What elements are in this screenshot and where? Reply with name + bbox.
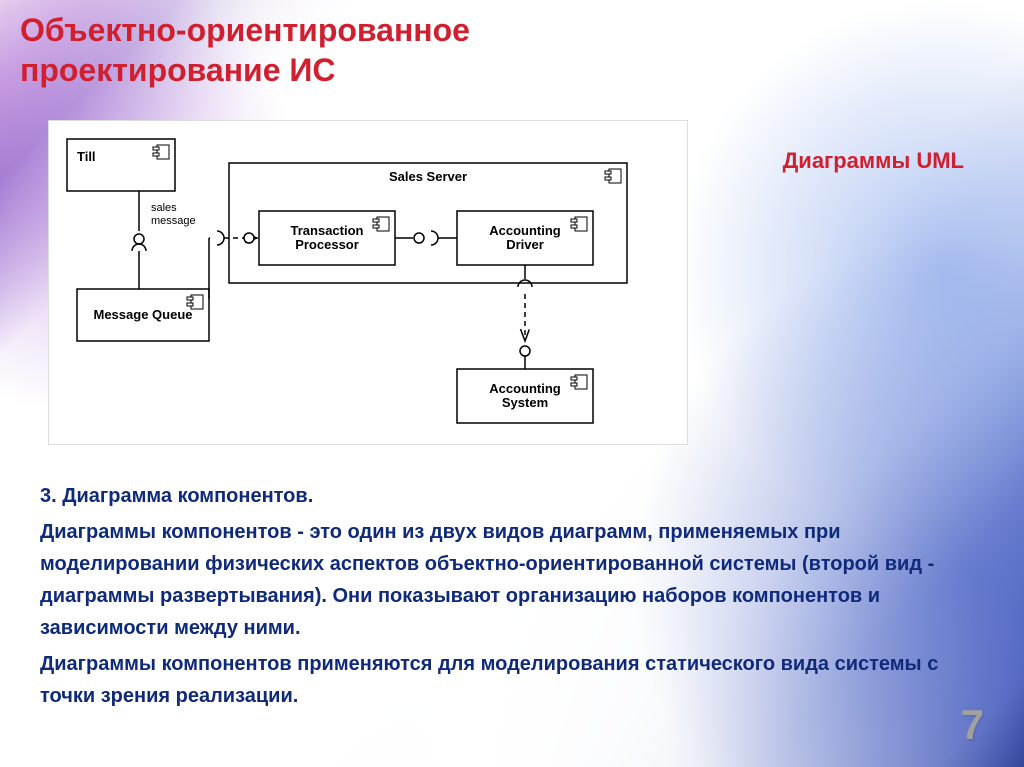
- uml-component-diagram: Sales Server Till Message Queue Transaction…: [48, 120, 688, 445]
- svg-text:Accounting: Accounting: [489, 381, 561, 396]
- svg-text:Transaction: Transaction: [291, 223, 364, 238]
- title-line-1: Объектно-ориентированное: [20, 12, 470, 48]
- body-paragraph-2: Диаграммы компонентов применяются для мо…: [40, 648, 964, 712]
- body-heading: 3. Диаграмма компонентов.: [40, 480, 964, 512]
- body-text: 3. Диаграмма компонентов. Диаграммы комп…: [40, 480, 964, 716]
- title-line-2: проектирование ИС: [20, 52, 336, 88]
- svg-text:Till: Till: [77, 149, 96, 164]
- slide-subtitle: Диаграммы UML: [783, 148, 964, 174]
- slide-title: Объектно-ориентированное проектирование …: [20, 10, 470, 90]
- svg-text:Processor: Processor: [295, 237, 359, 252]
- svg-text:Message Queue: Message Queue: [94, 307, 193, 322]
- svg-text:sales: sales: [151, 202, 177, 214]
- svg-text:System: System: [502, 395, 548, 410]
- svg-text:Sales Server: Sales Server: [389, 169, 467, 184]
- svg-text:message: message: [151, 215, 196, 227]
- diagram-svg: Sales Server Till Message Queue Transaction…: [49, 121, 689, 446]
- svg-text:Driver: Driver: [506, 237, 544, 252]
- svg-text:Accounting: Accounting: [489, 223, 561, 238]
- page-number: 7: [961, 701, 984, 749]
- body-paragraph-1: Диаграммы компонентов - это один из двух…: [40, 516, 964, 644]
